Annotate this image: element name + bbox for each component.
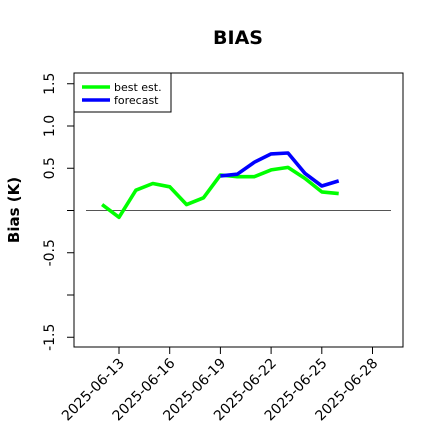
- series-line-forecast: [220, 151, 340, 188]
- x-axis: 2025-06-132025-06-162025-06-192025-06-22…: [59, 347, 381, 424]
- y-tick-label: -1.5: [42, 324, 58, 351]
- legend-label-best-est: best est.: [114, 81, 162, 94]
- y-tick-label: 0.5: [42, 157, 58, 179]
- y-axis-label: Bias (K): [5, 177, 23, 243]
- legend-label-forecast: forecast: [114, 94, 159, 107]
- y-tick-label: 1.5: [42, 73, 58, 95]
- legend-box: [73, 72, 172, 113]
- y-tick-label: 1.0: [42, 115, 58, 137]
- y-tick-label: -0.5: [42, 239, 58, 266]
- y-axis: -1.5 -0.5 0.5 1.0 1.5: [42, 73, 74, 351]
- chart-title: BIAS: [213, 27, 263, 49]
- legend: best est. forecast: [73, 72, 172, 113]
- series-layer: [101, 151, 340, 220]
